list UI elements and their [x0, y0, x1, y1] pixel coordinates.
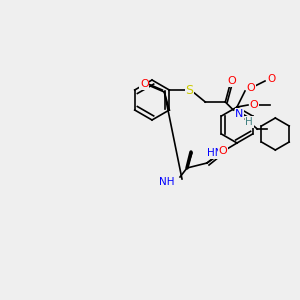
Text: O: O	[219, 146, 227, 156]
Text: S: S	[185, 83, 193, 97]
Text: HN: HN	[206, 148, 222, 158]
Text: N: N	[235, 109, 244, 119]
Text: O: O	[140, 79, 149, 89]
Text: O: O	[247, 83, 255, 93]
Text: O: O	[267, 74, 275, 84]
Text: NH: NH	[160, 177, 175, 187]
Text: O: O	[250, 100, 258, 110]
Text: H: H	[245, 117, 253, 127]
Text: O: O	[227, 76, 236, 86]
